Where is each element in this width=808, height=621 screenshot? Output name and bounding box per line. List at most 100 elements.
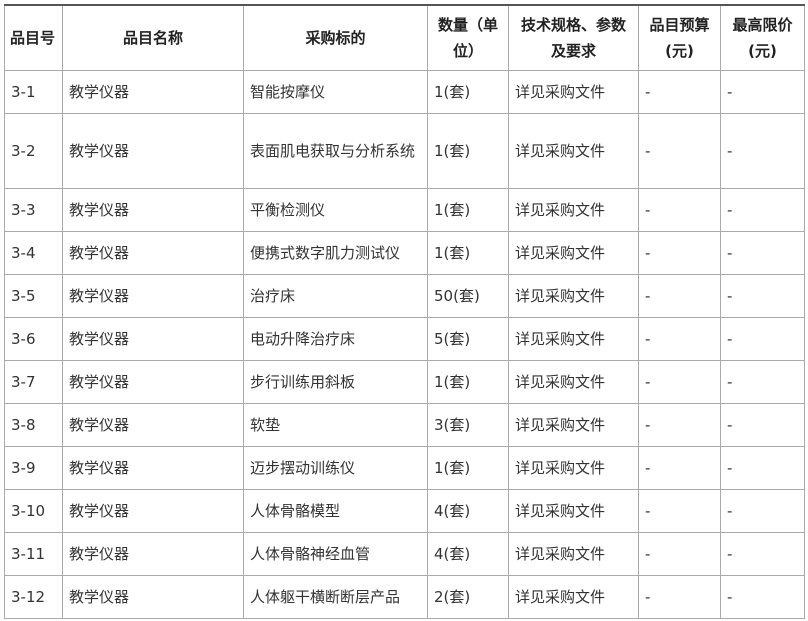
cell-item-name: 教学仪器 [62, 231, 244, 275]
cell-target: 迈步摆动训练仪 [243, 446, 428, 490]
cell-item-name: 教学仪器 [62, 446, 244, 490]
cell-target: 人体躯干横断断层产品 [243, 575, 428, 619]
cell-spec: 详见采购文件 [508, 446, 639, 490]
table-row: 3-1 教学仪器 智能按摩仪 1(套) 详见采购文件 - - [4, 70, 805, 114]
cell-item-no: 3-11 [4, 532, 63, 576]
cell-target: 步行训练用斜板 [243, 360, 428, 404]
table-row: 3-7 教学仪器 步行训练用斜板 1(套) 详见采购文件 - - [4, 360, 805, 404]
table-row: 3-9 教学仪器 迈步摆动训练仪 1(套) 详见采购文件 - - [4, 446, 805, 490]
cell-quantity: 4(套) [427, 489, 509, 533]
cell-budget: - [638, 489, 721, 533]
cell-item-no: 3-10 [4, 489, 63, 533]
cell-quantity: 1(套) [427, 446, 509, 490]
cell-target: 人体骨骼神经血管 [243, 532, 428, 576]
table-row: 3-2 教学仪器 表面肌电获取与分析系统 1(套) 详见采购文件 - - [4, 113, 805, 189]
cell-quantity: 1(套) [427, 188, 509, 232]
cell-item-no: 3-1 [4, 70, 63, 114]
cell-max-price: - [720, 403, 805, 447]
cell-max-price: - [720, 188, 805, 232]
cell-budget: - [638, 274, 721, 318]
table-row: 3-3 教学仪器 平衡检测仪 1(套) 详见采购文件 - - [4, 188, 805, 232]
cell-budget: - [638, 446, 721, 490]
table-row: 3-4 教学仪器 便携式数字肌力测试仪 1(套) 详见采购文件 - - [4, 231, 805, 275]
cell-quantity: 2(套) [427, 575, 509, 619]
cell-item-no: 3-5 [4, 274, 63, 318]
cell-max-price: - [720, 274, 805, 318]
cell-quantity: 1(套) [427, 231, 509, 275]
cell-item-no: 3-3 [4, 188, 63, 232]
cell-max-price: - [720, 360, 805, 404]
cell-target: 软垫 [243, 403, 428, 447]
header-item-name: 品目名称 [62, 4, 244, 71]
header-max-price: 最高限价(元) [720, 4, 805, 71]
cell-target: 人体骨骼模型 [243, 489, 428, 533]
cell-max-price: - [720, 70, 805, 114]
cell-spec: 详见采购文件 [508, 575, 639, 619]
cell-quantity: 1(套) [427, 70, 509, 114]
cell-quantity: 1(套) [427, 113, 509, 189]
table-row: 3-6 教学仪器 电动升降治疗床 5(套) 详见采购文件 - - [4, 317, 805, 361]
cell-target: 治疗床 [243, 274, 428, 318]
cell-budget: - [638, 575, 721, 619]
cell-spec: 详见采购文件 [508, 188, 639, 232]
cell-max-price: - [720, 317, 805, 361]
cell-budget: - [638, 188, 721, 232]
cell-item-name: 教学仪器 [62, 489, 244, 533]
table-row: 3-12 教学仪器 人体躯干横断断层产品 2(套) 详见采购文件 - - [4, 575, 805, 619]
cell-item-no: 3-8 [4, 403, 63, 447]
cell-quantity: 4(套) [427, 532, 509, 576]
cell-quantity: 1(套) [427, 360, 509, 404]
cell-item-name: 教学仪器 [62, 70, 244, 114]
cell-item-no: 3-9 [4, 446, 63, 490]
header-target: 采购标的 [243, 4, 428, 71]
cell-target: 便携式数字肌力测试仪 [243, 231, 428, 275]
cell-target: 表面肌电获取与分析系统 [243, 113, 428, 189]
cell-quantity: 5(套) [427, 317, 509, 361]
cell-item-no: 3-6 [4, 317, 63, 361]
cell-budget: - [638, 113, 721, 189]
cell-item-no: 3-12 [4, 575, 63, 619]
cell-item-name: 教学仪器 [62, 575, 244, 619]
table-row: 3-5 教学仪器 治疗床 50(套) 详见采购文件 - - [4, 274, 805, 318]
header-quantity: 数量（单位） [427, 4, 509, 71]
cell-item-name: 教学仪器 [62, 403, 244, 447]
cell-spec: 详见采购文件 [508, 231, 639, 275]
cell-item-no: 3-4 [4, 231, 63, 275]
table-row: 3-11 教学仪器 人体骨骼神经血管 4(套) 详见采购文件 - - [4, 532, 805, 576]
cell-budget: - [638, 70, 721, 114]
cell-max-price: - [720, 113, 805, 189]
table-row: 3-10 教学仪器 人体骨骼模型 4(套) 详见采购文件 - - [4, 489, 805, 533]
cell-target: 电动升降治疗床 [243, 317, 428, 361]
cell-item-no: 3-2 [4, 113, 63, 189]
cell-max-price: - [720, 532, 805, 576]
cell-item-name: 教学仪器 [62, 317, 244, 361]
cell-quantity: 3(套) [427, 403, 509, 447]
cell-item-name: 教学仪器 [62, 274, 244, 318]
cell-spec: 详见采购文件 [508, 489, 639, 533]
cell-target: 智能按摩仪 [243, 70, 428, 114]
cell-quantity: 50(套) [427, 274, 509, 318]
cell-max-price: - [720, 231, 805, 275]
cell-item-name: 教学仪器 [62, 113, 244, 189]
cell-max-price: - [720, 575, 805, 619]
cell-item-name: 教学仪器 [62, 360, 244, 404]
cell-spec: 详见采购文件 [508, 274, 639, 318]
procurement-table: 品目号 品目名称 采购标的 数量（单位） 技术规格、参数及要求 品目预算(元) … [4, 4, 805, 619]
cell-spec: 详见采购文件 [508, 317, 639, 361]
cell-spec: 详见采购文件 [508, 70, 639, 114]
cell-spec: 详见采购文件 [508, 403, 639, 447]
cell-spec: 详见采购文件 [508, 532, 639, 576]
table-row: 3-8 教学仪器 软垫 3(套) 详见采购文件 - - [4, 403, 805, 447]
cell-budget: - [638, 317, 721, 361]
cell-max-price: - [720, 446, 805, 490]
cell-budget: - [638, 360, 721, 404]
header-spec: 技术规格、参数及要求 [508, 4, 639, 71]
cell-budget: - [638, 231, 721, 275]
cell-budget: - [638, 532, 721, 576]
cell-spec: 详见采购文件 [508, 360, 639, 404]
cell-item-no: 3-7 [4, 360, 63, 404]
header-item-no: 品目号 [4, 4, 63, 71]
header-budget: 品目预算(元) [638, 4, 721, 71]
header-row: 品目号 品目名称 采购标的 数量（单位） 技术规格、参数及要求 品目预算(元) … [4, 4, 805, 71]
cell-target: 平衡检测仪 [243, 188, 428, 232]
